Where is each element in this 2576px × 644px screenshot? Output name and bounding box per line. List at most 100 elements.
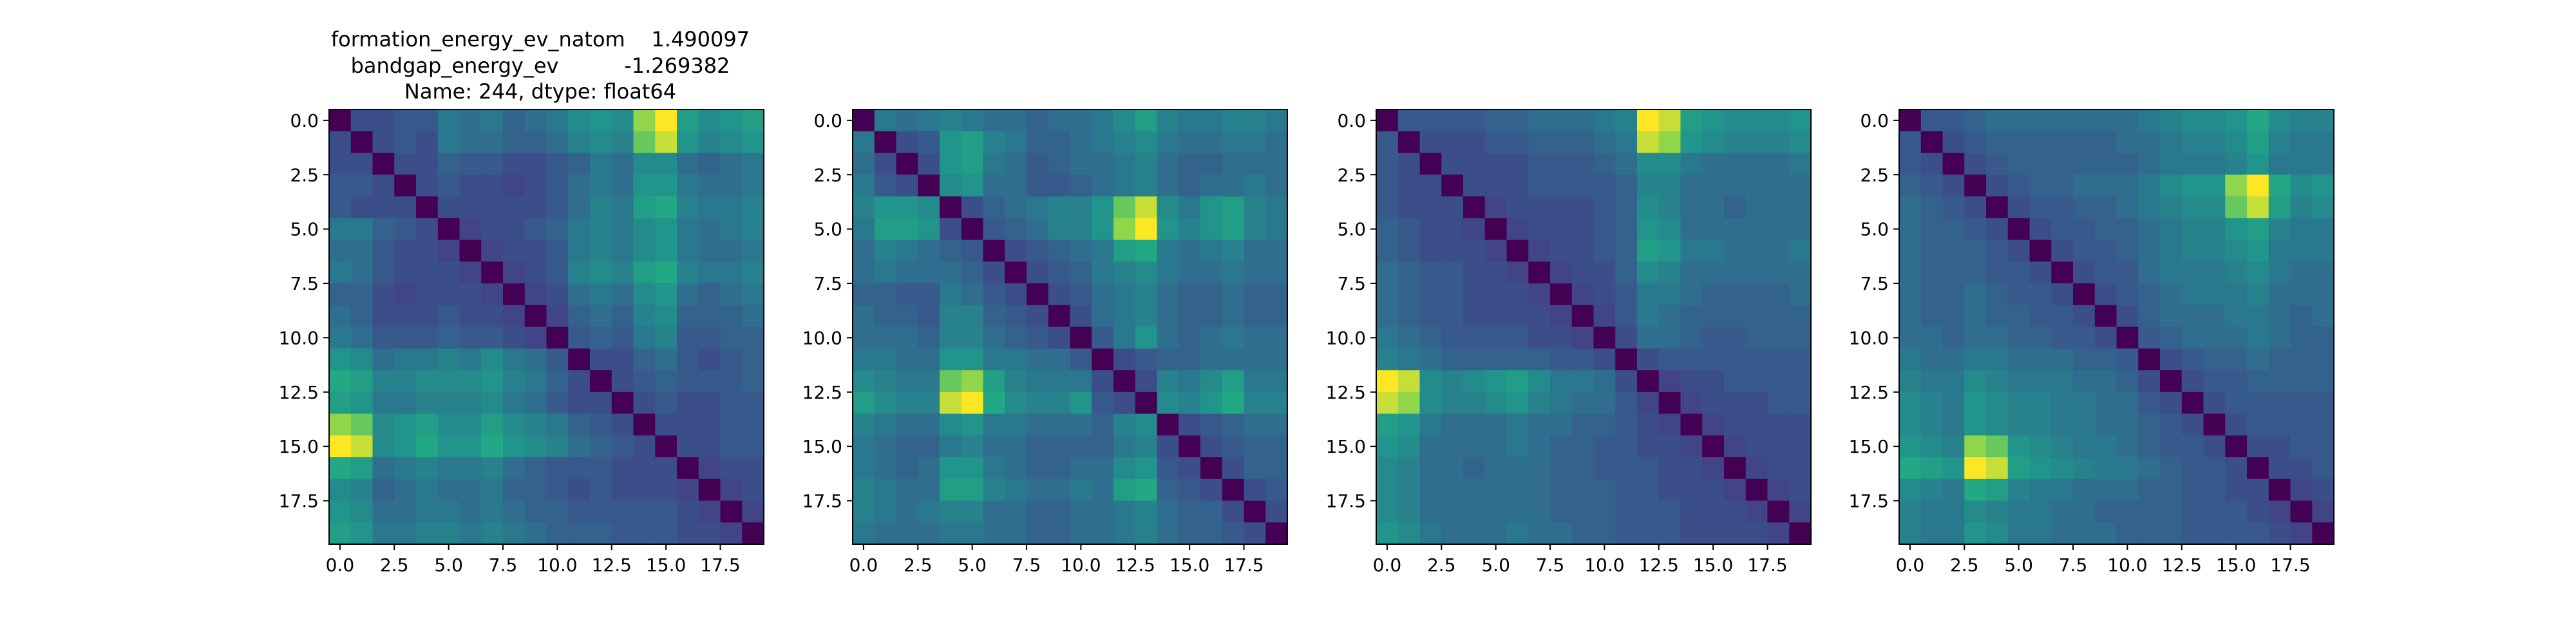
heatmap-cell	[1200, 348, 1223, 371]
heatmap-cell	[853, 109, 875, 132]
heatmap-cell	[1637, 153, 1660, 175]
heatmap-cell	[437, 196, 460, 219]
heatmap-cell	[1397, 240, 1421, 262]
heatmap-cell	[1724, 175, 1747, 197]
heatmap-cell	[1200, 261, 1223, 284]
heatmap-cell	[853, 175, 875, 197]
heatmap-cell	[896, 370, 918, 393]
heatmap-cell	[2181, 305, 2204, 328]
heatmap-cell	[1376, 327, 1399, 349]
heatmap-cell	[1637, 131, 1660, 154]
heatmap-cell	[2247, 261, 2269, 284]
heatmap-cell	[853, 500, 875, 523]
heatmap-cell	[1571, 327, 1595, 349]
heatmap-cell	[1419, 413, 1442, 436]
heatmap-cell	[1463, 175, 1486, 197]
heatmap-cell	[2312, 435, 2334, 458]
heatmap-cell	[2138, 240, 2161, 262]
heatmap-cell	[1027, 478, 1049, 502]
heatmap-cell	[1702, 218, 1725, 241]
heatmap-cell	[1964, 218, 1987, 241]
heatmap-cell	[2073, 478, 2096, 502]
heatmap-cell	[459, 283, 482, 306]
heatmap-cell	[416, 370, 439, 393]
heatmap-cell	[1265, 283, 1288, 306]
heatmap-cell	[437, 478, 460, 502]
heatmap-cell	[524, 500, 547, 523]
heatmap-cell	[2138, 500, 2161, 523]
heatmap-cell	[2094, 175, 2117, 197]
heatmap-cell	[1222, 218, 1245, 241]
heatmap-cell	[2181, 240, 2204, 262]
heatmap-cell	[1113, 131, 1136, 154]
figure-title: formation_energy_ev_natom 1.490097 bandg…	[331, 27, 750, 104]
heatmap-cell	[2312, 392, 2334, 415]
x-tick-label: 17.5	[2270, 554, 2310, 576]
heatmap-cell	[1200, 196, 1223, 219]
heatmap-cell	[2312, 196, 2334, 219]
heatmap-cell	[1005, 500, 1027, 523]
heatmap-cell	[1528, 457, 1551, 480]
heatmap-cell	[1789, 283, 1812, 306]
heatmap-cell	[1528, 348, 1551, 371]
heatmap-cell	[1964, 435, 1987, 458]
heatmap-cell	[1571, 413, 1595, 436]
heatmap-cell	[940, 196, 962, 219]
heatmap-cell	[1920, 435, 1944, 458]
heatmap-cell	[1920, 500, 1944, 523]
heatmap-cell	[1789, 305, 1812, 328]
heatmap-cell	[416, 457, 439, 480]
heatmap-cell	[1506, 153, 1529, 175]
heatmap-cell	[350, 327, 374, 349]
heatmap-cell	[2116, 261, 2139, 284]
heatmap-cell	[874, 327, 897, 349]
heatmap-cell	[1615, 457, 1638, 480]
heatmap-cell	[1135, 283, 1158, 306]
x-tick-label: 7.5	[2059, 554, 2088, 576]
heatmap-cell	[524, 370, 547, 393]
heatmap-cell	[1200, 240, 1223, 262]
heatmap-cell	[1899, 305, 1922, 328]
x-tick-label: 5.0	[958, 554, 987, 576]
heatmap-cell	[1179, 283, 1201, 306]
heatmap-cell	[1048, 305, 1071, 328]
heatmap-cell	[1048, 370, 1071, 393]
heatmap-cell	[1222, 175, 1245, 197]
heatmap-cell	[2247, 435, 2269, 458]
heatmap-cell	[853, 392, 875, 415]
heatmap-cell	[329, 327, 352, 349]
heatmap-cell	[1942, 370, 1965, 393]
heatmap-cell	[2094, 478, 2117, 502]
heatmap-cell	[2094, 348, 2117, 371]
heatmap-cell	[2312, 175, 2334, 197]
heatmap-cell	[1658, 240, 1681, 262]
heatmap-cell	[1745, 327, 1768, 349]
heatmap-cell	[1244, 413, 1266, 436]
heatmap-cell	[1200, 478, 1223, 502]
heatmap-cell	[1767, 196, 1790, 219]
heatmap-cell	[1528, 196, 1551, 219]
heatmap-cell	[1571, 478, 1595, 502]
heatmap-cell	[940, 305, 962, 328]
heatmap-cell	[2094, 240, 2117, 262]
heatmap-cell	[1942, 327, 1965, 349]
heatmap-cell	[1920, 413, 1944, 436]
heatmap-cell	[1528, 305, 1551, 328]
heatmap-cell	[1899, 413, 1922, 436]
heatmap-cell	[2051, 131, 2074, 154]
heatmap-cell	[2312, 283, 2334, 306]
heatmap-cell	[1658, 153, 1681, 175]
heatmap-cell	[983, 175, 1005, 197]
heatmap-cell	[655, 109, 677, 132]
heatmap-cell	[742, 370, 764, 393]
heatmap-cell	[546, 457, 569, 480]
heatmap-cell	[437, 413, 460, 436]
heatmap-cell	[2094, 522, 2117, 545]
heatmap-cell	[2051, 348, 2074, 371]
heatmap-cell	[853, 131, 875, 154]
heatmap-cell	[2029, 522, 2052, 545]
heatmap-cell	[481, 175, 504, 197]
heatmap-cell	[698, 240, 721, 262]
heatmap-cell	[1593, 196, 1616, 219]
heatmap-cell	[1550, 153, 1573, 175]
